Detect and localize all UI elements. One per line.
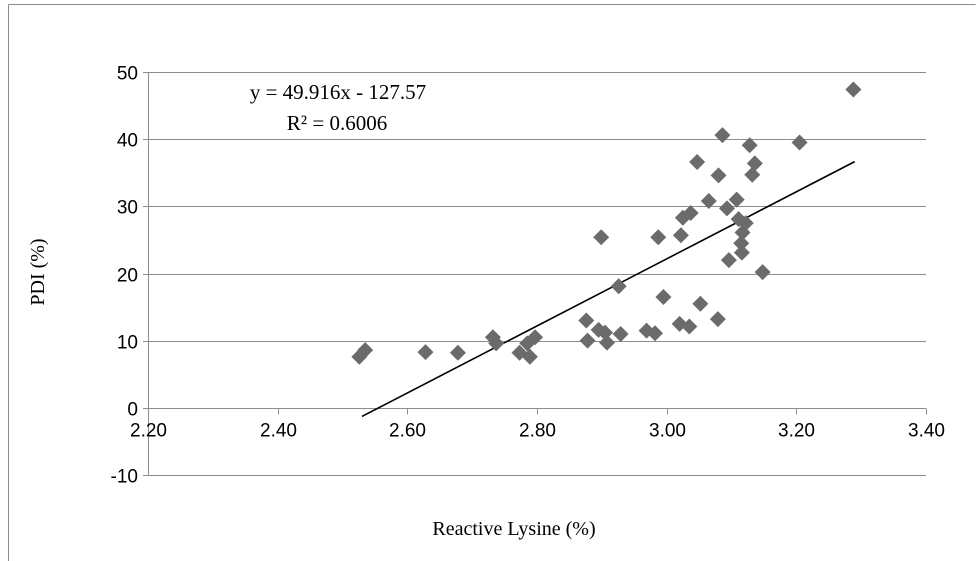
data-point [593, 229, 610, 246]
data-point [746, 155, 763, 172]
trendline [361, 160, 856, 418]
x-axis-ticks: 2.20 2.40 2.60 2.80 3.00 3.20 3.40 [130, 408, 945, 442]
y-axis-ticks: -10 0 10 20 30 40 50 [111, 64, 148, 488]
data-point [488, 335, 505, 352]
data-point [714, 127, 731, 144]
data-points [351, 81, 862, 365]
data-point [744, 166, 761, 183]
data-point [672, 227, 689, 244]
data-point [718, 200, 735, 217]
data-point [733, 235, 750, 252]
data-point [357, 342, 374, 359]
data-point [682, 205, 699, 222]
data-point [578, 312, 595, 329]
data-point [733, 244, 750, 261]
data-point [646, 325, 663, 342]
y-tick-label: -10 [111, 467, 138, 488]
y-tick-label: 0 [127, 400, 138, 421]
data-point [709, 311, 726, 328]
data-point [754, 264, 771, 281]
data-point [599, 334, 616, 351]
data-point [681, 318, 698, 335]
data-point [650, 229, 667, 246]
data-point [728, 191, 745, 208]
data-point [710, 167, 727, 184]
x-tick-label: 2.80 [519, 421, 556, 442]
data-point [741, 137, 758, 154]
data-point [692, 295, 709, 312]
x-tick-label: 3.00 [649, 421, 686, 442]
data-point [579, 332, 596, 349]
x-axis-title: Reactive Lysine (%) [432, 518, 595, 540]
data-point [449, 344, 466, 361]
y-tick-label: 50 [117, 64, 138, 85]
data-point [610, 278, 627, 295]
data-point [845, 81, 862, 98]
y-tick-label: 30 [117, 198, 138, 219]
y-tick-label: 10 [117, 333, 138, 354]
y-tick-label: 40 [117, 131, 138, 152]
trendline-equation: y = 49.916x - 127.57 [250, 80, 426, 104]
x-tick-label: 3.20 [778, 421, 815, 442]
x-tick-label: 2.40 [260, 421, 297, 442]
x-tick-label: 3.40 [908, 421, 945, 442]
y-tick-label: 20 [117, 266, 138, 287]
r-squared-label: R² = 0.6006 [287, 111, 387, 135]
data-point [720, 252, 737, 269]
trendline-group [361, 160, 856, 418]
data-point [521, 348, 538, 365]
data-point [612, 325, 629, 342]
data-point [689, 154, 706, 171]
chart-border [8, 4, 976, 561]
data-point [527, 329, 544, 346]
x-tick-label: 2.20 [130, 421, 167, 442]
data-point [655, 289, 672, 306]
data-point [737, 215, 754, 232]
data-point [417, 344, 434, 361]
data-point [700, 192, 717, 209]
y-axis-title: PDI (%) [27, 238, 49, 305]
gridlines [148, 72, 926, 476]
x-tick-label: 2.60 [389, 421, 426, 442]
data-point [791, 134, 808, 151]
data-point [597, 324, 614, 341]
